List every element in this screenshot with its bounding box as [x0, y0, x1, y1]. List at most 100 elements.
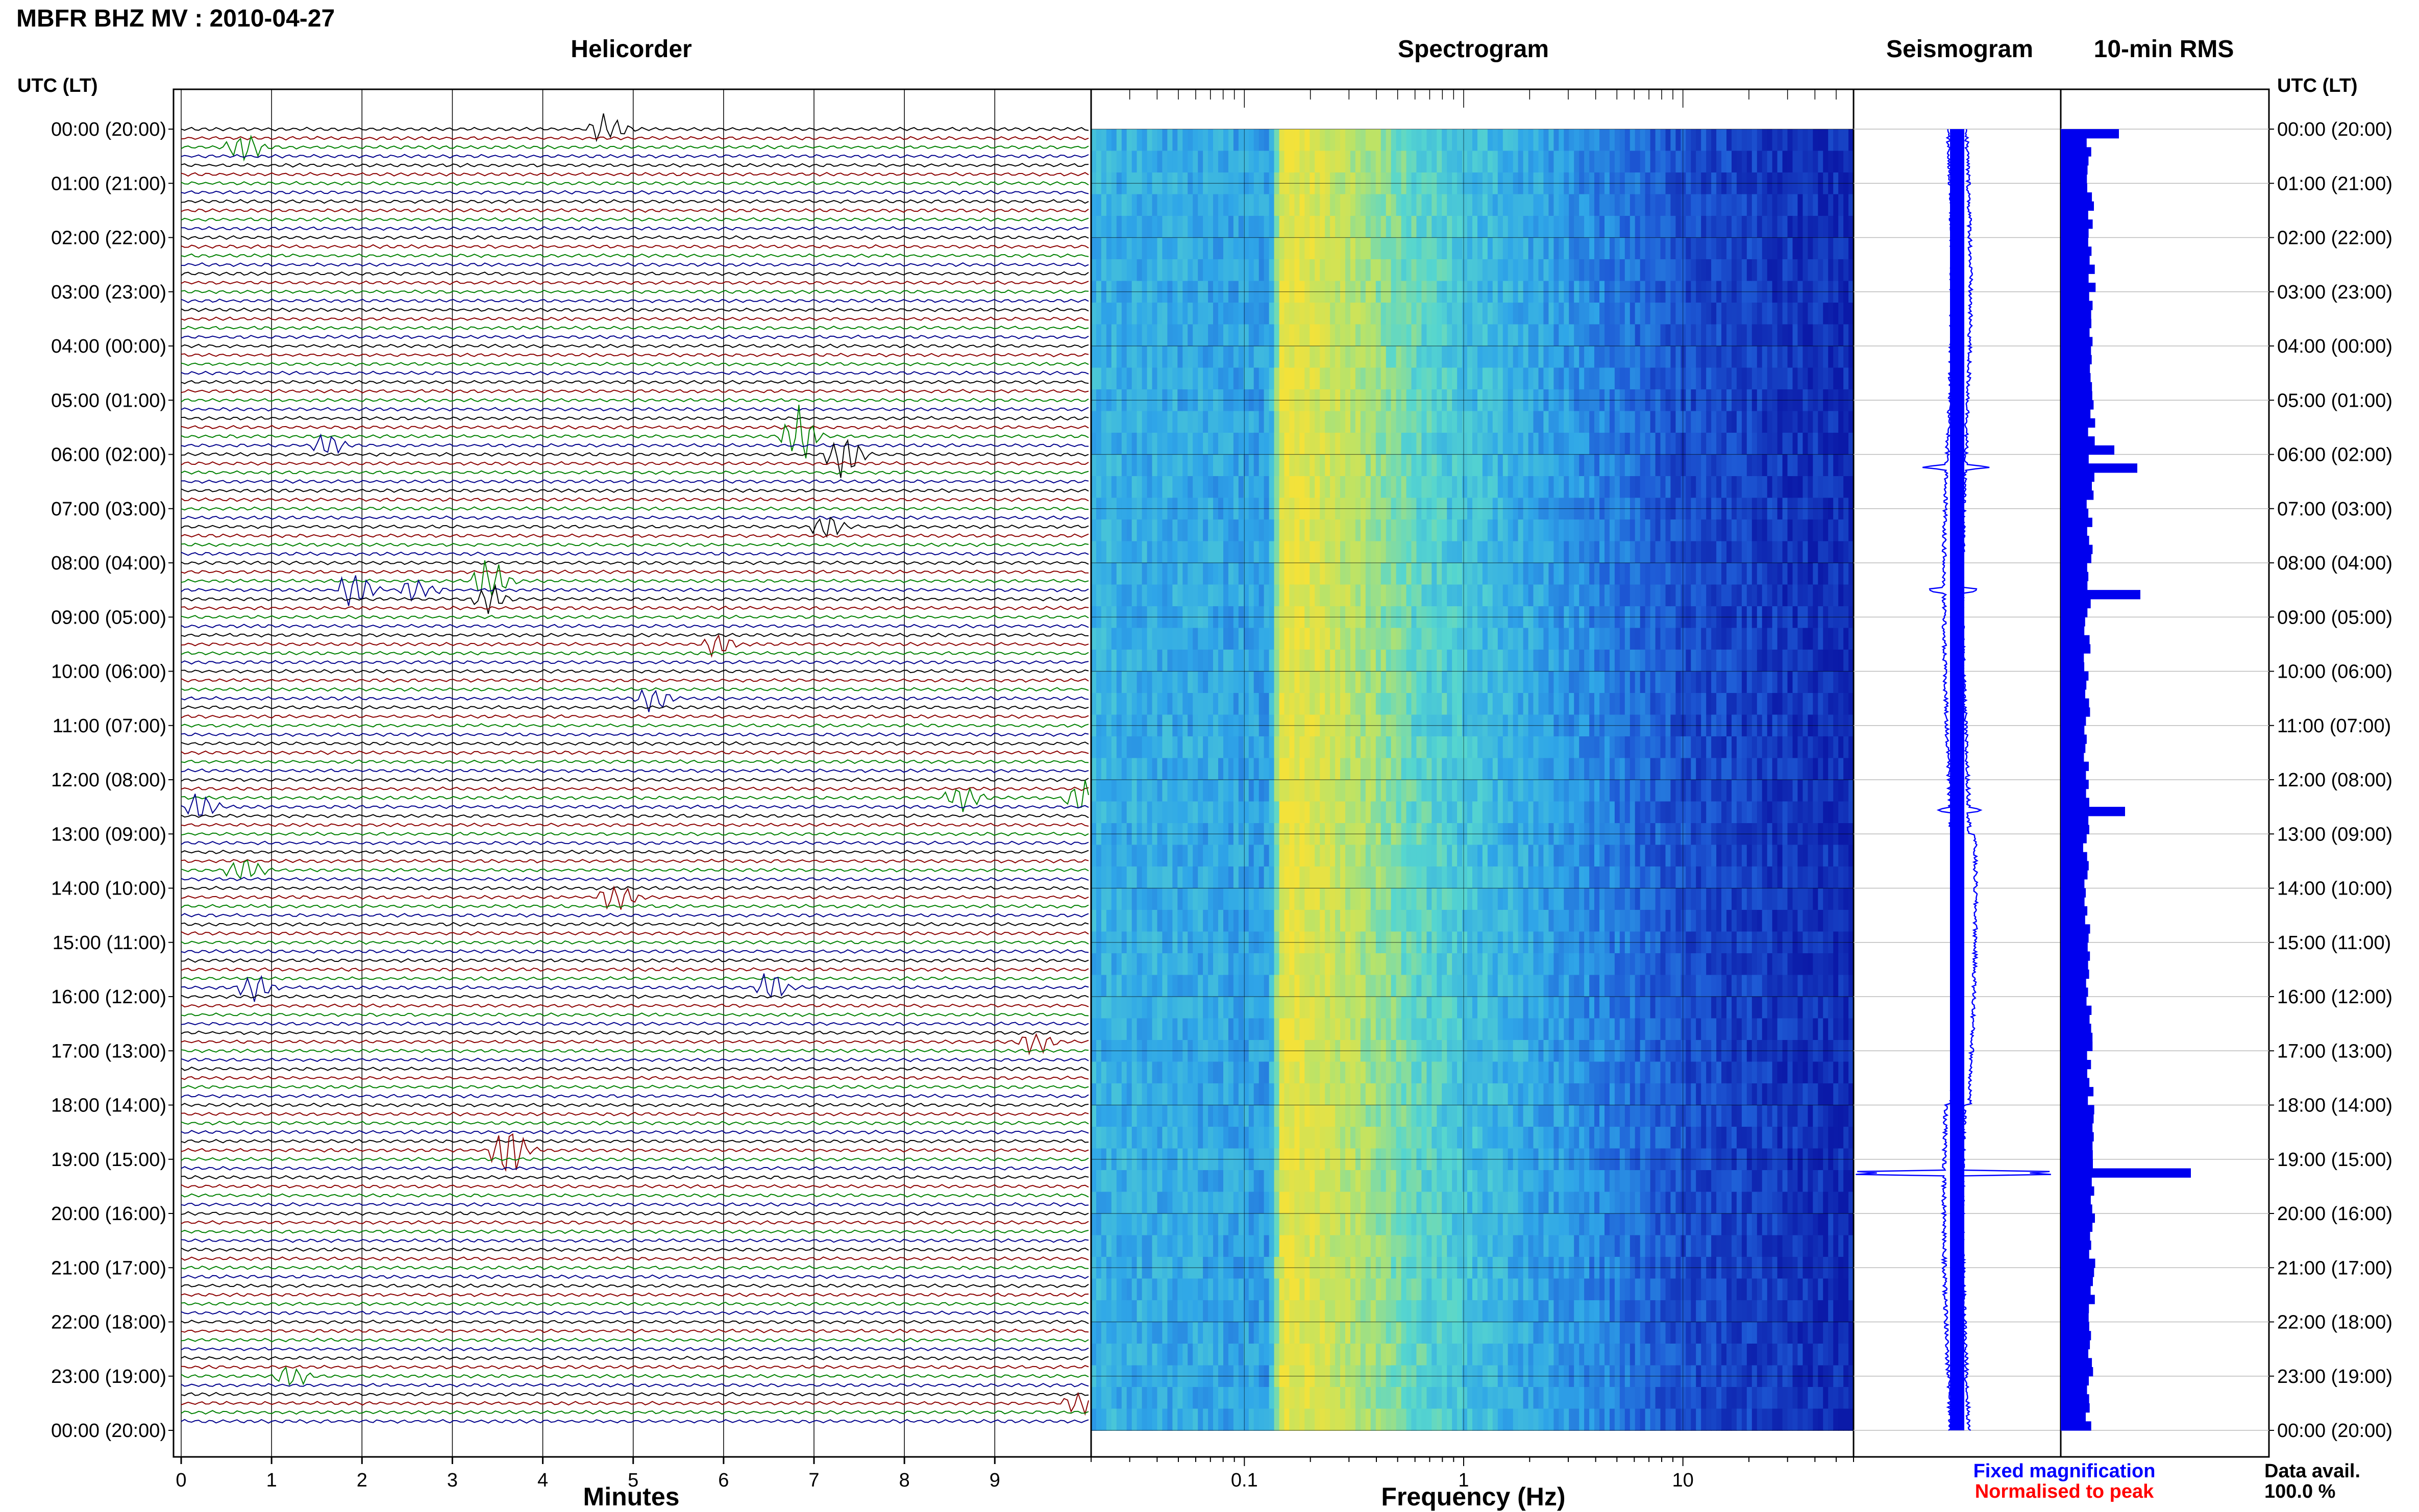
spectrogram-cell	[1264, 216, 1270, 238]
spectrogram-cell	[1401, 1083, 1407, 1106]
spectrogram-cell	[1284, 454, 1290, 477]
spectrogram-cell	[1345, 1105, 1351, 1127]
spectrogram-cell	[1304, 1300, 1311, 1323]
spectrogram-cell	[1447, 563, 1452, 585]
spectrogram-cell	[1137, 888, 1143, 910]
spectrogram-cell	[1411, 953, 1417, 976]
spectrogram-cell	[1091, 1213, 1097, 1236]
spectrogram-cell	[1106, 1170, 1112, 1193]
spectrogram-cell	[1096, 997, 1102, 1019]
spectrogram-cell	[1243, 454, 1249, 477]
spectrogram-cell	[1238, 216, 1244, 238]
spectrogram-cell	[1121, 780, 1127, 802]
spectrogram-cell	[1508, 780, 1514, 802]
spectrogram-cell	[1350, 1387, 1356, 1409]
spectrogram-cell	[1467, 194, 1473, 216]
spectrogram-cell	[1284, 151, 1290, 173]
spectrogram-cell	[1147, 780, 1153, 802]
spectrogram-cell	[1213, 888, 1219, 910]
spectrogram-cell	[1223, 736, 1229, 759]
spectrogram-cell	[1304, 845, 1311, 867]
spectrogram-cell	[1172, 476, 1178, 499]
spectrogram-cell	[1508, 1127, 1514, 1149]
spectrogram-cell	[1116, 194, 1122, 216]
spectrogram-cell	[1375, 1170, 1381, 1193]
spectrogram-cell	[1126, 866, 1132, 889]
spectrogram-cell	[1492, 1322, 1498, 1344]
spectrogram-cell	[1147, 866, 1153, 889]
spectrogram-cell	[1437, 237, 1443, 260]
spectrogram-cell	[1096, 671, 1102, 693]
spectrogram-cell	[1162, 367, 1168, 390]
spectrogram-cell	[1350, 1083, 1356, 1106]
spectrogram-cell	[1472, 671, 1478, 693]
spectrogram-cell	[1350, 628, 1356, 650]
spectrogram-cell	[1233, 736, 1239, 759]
spectrogram-cell	[1452, 736, 1458, 759]
spectrogram-cell	[1253, 1322, 1260, 1344]
spectrogram-cell	[1294, 1235, 1300, 1257]
spectrogram-cell	[1228, 866, 1234, 889]
spectrogram-cell	[1325, 411, 1330, 433]
spectrogram-cell	[1482, 1192, 1488, 1214]
spectrogram-cell	[1350, 1213, 1356, 1236]
spectrogram-cell	[1452, 324, 1458, 346]
spectrogram-cell	[1462, 1083, 1468, 1106]
spectrogram-cell	[1269, 1105, 1275, 1127]
spectrogram-cell	[1437, 1344, 1443, 1366]
spectrogram-cell	[1330, 303, 1336, 325]
spectrogram-cell	[1345, 1213, 1351, 1236]
spectrogram-cell	[1121, 237, 1127, 260]
spectrogram-cell	[1116, 975, 1122, 997]
spectrogram-cell	[1426, 1344, 1433, 1366]
spectrogram-cell	[1106, 367, 1112, 390]
spectrogram-cell	[1269, 866, 1275, 889]
spectrogram-cell	[1370, 1278, 1376, 1301]
spectrogram-cell	[1248, 324, 1254, 346]
spectrogram-cell	[1238, 433, 1244, 455]
spectrogram-cell	[1157, 324, 1163, 346]
spectrogram-cell	[1096, 1105, 1102, 1127]
spectrogram-cell	[1304, 953, 1311, 976]
spectrogram-cell	[1370, 367, 1376, 390]
spectrogram-cell	[1126, 324, 1132, 346]
spectrogram-cell	[1147, 845, 1153, 867]
spectrogram-cell	[1487, 1083, 1493, 1106]
spectrogram-cell	[1442, 780, 1447, 802]
spectrogram-cell	[1111, 367, 1117, 390]
spectrogram-cell	[1147, 324, 1153, 346]
spectrogram-cell	[1203, 671, 1208, 693]
spectrogram-cell	[1101, 1105, 1107, 1127]
spectrogram-cell	[1152, 1127, 1158, 1149]
spectrogram-cell	[1320, 216, 1325, 238]
spectrogram-cell	[1386, 953, 1392, 976]
spectrogram-cell	[1315, 671, 1320, 693]
spectrogram-cell	[1365, 1387, 1371, 1409]
spectrogram-cell	[1411, 1235, 1417, 1257]
spectrogram-cell	[1279, 411, 1285, 433]
spectrogram-cell	[1375, 151, 1381, 173]
spectrogram-cell	[1375, 411, 1381, 433]
spectrogram-cell	[1502, 454, 1509, 477]
spectrogram-cell	[1172, 801, 1178, 824]
spectrogram-cell	[1269, 1018, 1275, 1040]
spectrogram-cell	[1350, 1235, 1356, 1257]
spectrogram-cell	[1096, 541, 1102, 563]
spectrogram-cell	[1416, 736, 1422, 759]
spectrogram-cell	[1203, 1235, 1208, 1257]
spectrogram-cell	[1487, 866, 1493, 889]
spectrogram-cell	[1228, 780, 1234, 802]
spectrogram-cell	[1482, 259, 1488, 282]
spectrogram-cell	[1269, 1192, 1275, 1214]
spectrogram-cell	[1482, 1083, 1488, 1106]
spectrogram-cell	[1243, 736, 1249, 759]
spectrogram-cell	[1406, 1278, 1412, 1301]
spectrogram-cell	[1335, 888, 1341, 910]
spectrogram-cell	[1497, 216, 1503, 238]
spectrogram-cell	[1131, 433, 1138, 455]
spectrogram-cell	[1437, 1083, 1443, 1106]
spectrogram-cell	[1482, 910, 1488, 932]
spectrogram-cell	[1315, 1408, 1320, 1431]
spectrogram-cell	[1320, 237, 1325, 260]
spectrogram-cell	[1152, 1322, 1158, 1344]
